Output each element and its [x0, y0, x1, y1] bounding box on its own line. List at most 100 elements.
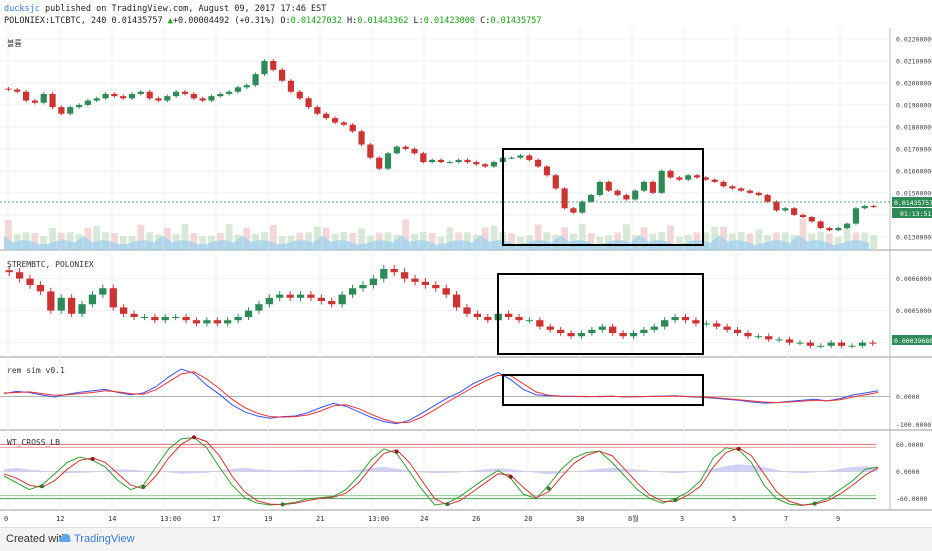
price-candle	[261, 60, 268, 75]
price-candle	[464, 159, 471, 163]
strem-candle	[463, 307, 471, 314]
strem-candle	[432, 285, 440, 289]
high-label: H:	[346, 16, 358, 26]
price-candle	[844, 223, 851, 229]
price-candle	[446, 162, 453, 164]
volume-bar	[5, 220, 12, 250]
strem-candle	[536, 320, 544, 327]
strem-candle	[213, 320, 221, 324]
strem-pane-label: STREMBTC, POLONIEX	[7, 260, 94, 269]
strem-candle	[26, 278, 34, 285]
strem-candle	[754, 336, 762, 338]
strem-last-text: 0.00039680	[894, 337, 932, 345]
strem-candle	[67, 297, 76, 314]
volume-bar	[543, 232, 551, 250]
time-tick-label: 17	[212, 515, 220, 523]
price-candle	[358, 131, 365, 145]
strem-candle	[546, 326, 554, 330]
price-candle	[270, 60, 277, 70]
high-value: 0.01443362	[357, 16, 409, 26]
tradingview-link[interactable]: TradingView	[74, 533, 135, 545]
strem-candle	[713, 323, 721, 327]
symbol-line: POLONIEX:LTCBTC, 240 0.01435757 ▲+0.0000…	[4, 15, 542, 27]
strem-candle	[5, 270, 13, 273]
strem-candle	[130, 313, 138, 317]
price-tick-label: 0.02200000	[896, 35, 932, 43]
price-candle	[331, 118, 339, 123]
strem-candle	[869, 342, 877, 344]
price-candle	[693, 175, 701, 178]
open-value: 0.01427032	[290, 16, 342, 26]
wt-cross-dot	[736, 446, 741, 451]
price-candle	[579, 201, 586, 213]
wt-tick-label: -60.0000	[896, 495, 927, 503]
price-candle	[799, 214, 807, 218]
publish-text: published on TradingView.com, August 09,…	[39, 4, 327, 14]
volume-bar	[587, 233, 595, 250]
price-candle	[252, 74, 259, 86]
price-candle	[5, 88, 12, 90]
strem-candle	[99, 288, 107, 295]
volume-bar	[702, 232, 710, 250]
strem-candle	[109, 288, 117, 308]
price-candle	[711, 179, 718, 182]
time-axis: 0 12 14 13:00 17 19 21 13:00 24 26 28 30 8월 3 5 7 9	[4, 514, 840, 523]
price-candle	[84, 100, 91, 105]
price-candle	[764, 195, 771, 202]
strem-candle	[276, 294, 284, 298]
volume-bar	[358, 228, 365, 250]
strem-candle	[723, 326, 731, 330]
strem-candle	[234, 317, 242, 321]
time-tick-label: 9	[836, 515, 840, 523]
volume-bar	[384, 232, 392, 250]
wt-tick-label: 0.0000	[896, 468, 920, 476]
price-candle	[208, 96, 215, 101]
price-candle	[31, 100, 38, 103]
price-tick-label: 0.02100000	[896, 57, 932, 65]
volume-bar	[861, 232, 869, 250]
strem-tick-label: 0.00060000	[896, 275, 932, 283]
highlight-box-price	[502, 148, 704, 246]
volume-average-area	[4, 235, 870, 250]
price-candle	[685, 175, 692, 180]
volume-bar	[490, 225, 498, 250]
time-tick-label: 21	[316, 515, 324, 523]
volume-bar	[137, 224, 145, 250]
time-tick-label: 14	[108, 515, 116, 523]
price-candle	[614, 190, 621, 196]
volume-bar	[622, 224, 630, 250]
volume-bar	[428, 233, 436, 250]
price-candle	[508, 157, 515, 159]
price-candle	[587, 195, 595, 202]
price-candle	[234, 87, 242, 92]
price-candle	[14, 89, 21, 92]
price-candle	[605, 181, 612, 191]
price-candle	[420, 153, 427, 163]
volume-bar	[305, 232, 312, 250]
strem-candle	[837, 342, 846, 346]
price-candle	[543, 166, 551, 176]
publish-line: ducksjc published on TradingView.com, Au…	[4, 3, 542, 15]
strem-candle	[307, 294, 315, 298]
author-link[interactable]: ducksjc	[4, 4, 40, 14]
strem-candle	[775, 339, 783, 341]
volume-bar	[84, 227, 92, 250]
price-candle	[526, 155, 533, 160]
strem-candle	[203, 320, 211, 324]
wt-series-line	[3, 436, 879, 506]
price-candle	[164, 96, 171, 101]
time-tick-label: 7	[784, 515, 788, 523]
price-candle	[570, 208, 577, 213]
price-candles	[5, 59, 877, 232]
volume-bar	[464, 232, 471, 250]
price-candle	[720, 181, 727, 187]
wt-cross-dot	[192, 435, 196, 440]
strem-candle	[588, 329, 596, 333]
price-tick-label: 0.01700000	[896, 145, 932, 153]
strem-candle	[348, 288, 357, 295]
strem-candle	[640, 329, 648, 333]
strem-candle	[827, 342, 835, 346]
strem-tick-label: 0.00050000	[896, 307, 932, 315]
volume-bar	[508, 233, 516, 250]
price-candle	[535, 159, 542, 167]
